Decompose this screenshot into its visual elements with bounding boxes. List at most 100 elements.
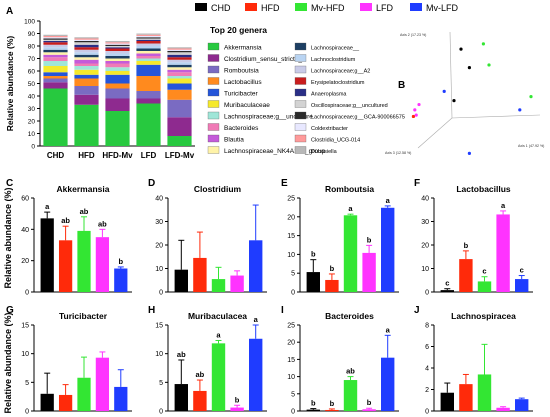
pcoa-point [452,99,456,103]
stack-segment [74,52,99,55]
y-tick-label: 6 [425,344,429,351]
stack-segment [105,46,130,48]
stack-segment [74,44,99,48]
y-tick-label: 15 [287,233,295,240]
pcoa-point [411,114,415,119]
stack-segment [136,46,161,49]
axis-2 [449,31,453,119]
stack-segment [74,69,99,75]
significance-letter: b [367,235,372,244]
pcoa-point [518,108,522,112]
stack-segment [43,36,68,38]
bar [58,240,73,292]
stack-segment [43,44,68,48]
stack-segment [105,61,130,64]
axis-1-label: Axis 1 (47.92 %) [518,144,544,148]
legend-label: Lachnospiraceae_NK4A136_group [224,148,326,155]
panel-title: Bacteroides [325,311,374,321]
y-tick-label: 0 [25,290,29,297]
y-tick-label: 20 [421,243,429,250]
y-tick-label: 25 [287,323,295,330]
legend-swatch [294,123,307,131]
stack-segment [136,36,161,38]
panel-letter-h: H [148,305,155,316]
stack-segment [74,38,99,40]
axis-1 [451,114,541,119]
stack-segment [74,49,99,53]
bar [306,409,320,411]
y-tick-label: 10 [421,266,429,273]
stack-segment [74,47,99,50]
stack-segment [74,37,99,39]
bar [114,386,128,411]
y-tick-label: 30 [421,219,429,226]
y-tick-label: 40 [21,227,29,234]
stack-segment [136,56,161,59]
panel-letter-a: A [6,6,13,17]
stack-segment [105,43,130,45]
stack-segment [43,54,68,58]
panel-title: Lachnospiracea [451,311,516,321]
stack-segment [74,86,99,95]
legend-swatch [207,77,220,85]
legend-swatch [207,42,220,51]
stack-segment [105,74,130,84]
panel-letter-f: F [414,178,420,189]
y-tick-label: 5 [291,391,295,398]
significance-letter: ab [177,350,186,359]
axis-3-label: Axis 3 (12.58 %) [385,151,411,155]
stack-segment [74,78,99,86]
legend-label: Lachnospiraceae__ [311,46,360,52]
panel-letter-g: G [6,305,14,316]
panel-letter-j: J [414,305,420,316]
y-tick-label: 80 [28,44,36,51]
legend-swatch [294,146,307,154]
legend-swatch [294,88,307,97]
significance-letter: a [386,325,391,334]
stack-segment [167,57,192,60]
y-tick-label: 5 [291,271,295,278]
bar [325,279,339,292]
bar-panel-i: Bacteroides 0 5 10 15 20 25 b b ab b a [287,311,399,416]
y-tick-label: 10 [287,374,295,381]
legend-swatch [294,54,307,62]
legend-swatch [207,146,220,154]
legend-swatch [207,134,220,143]
panel-letter-c: C [6,178,13,189]
legend-label: Akkermansia [224,45,262,52]
stack-segment [43,47,68,50]
legend-label: Lachnospiraceae;g__GCA-900066575 [311,115,405,121]
stack-segment [43,37,68,39]
bar [343,215,358,292]
bar [211,279,226,292]
bar [362,409,376,411]
y-tick-label: 15 [21,323,29,330]
panel-title: Clostridium [194,184,242,194]
significance-letter: a [501,201,506,210]
legend-label: CHD [211,3,231,13]
legend-label: Mv-LFD [426,3,458,13]
y-tick-label: 40 [155,196,163,203]
bar [515,399,529,411]
stack-segment [74,94,99,105]
significance-letter: b [330,399,335,408]
significance-letter: b [311,250,316,259]
legend-label: Clostridia_UCG-014 [311,138,360,144]
bar [77,230,91,292]
panel-title: Muribaculacea [188,311,247,321]
y-tick-label: 10 [287,252,295,259]
x-tick-label: HFD [78,151,95,160]
legend-swatch [295,3,307,11]
stack-segment [43,34,68,36]
bar [95,237,110,292]
bar [77,377,91,411]
stack-segment [136,33,161,35]
y-tick-label: 10 [28,131,36,138]
stack-segment [167,69,192,73]
stack-segment [74,63,99,66]
x-tick-label: HFD-Mv [102,151,133,160]
legend-swatch [294,134,307,143]
axis-3 [417,117,453,149]
stack-segment [74,41,99,43]
